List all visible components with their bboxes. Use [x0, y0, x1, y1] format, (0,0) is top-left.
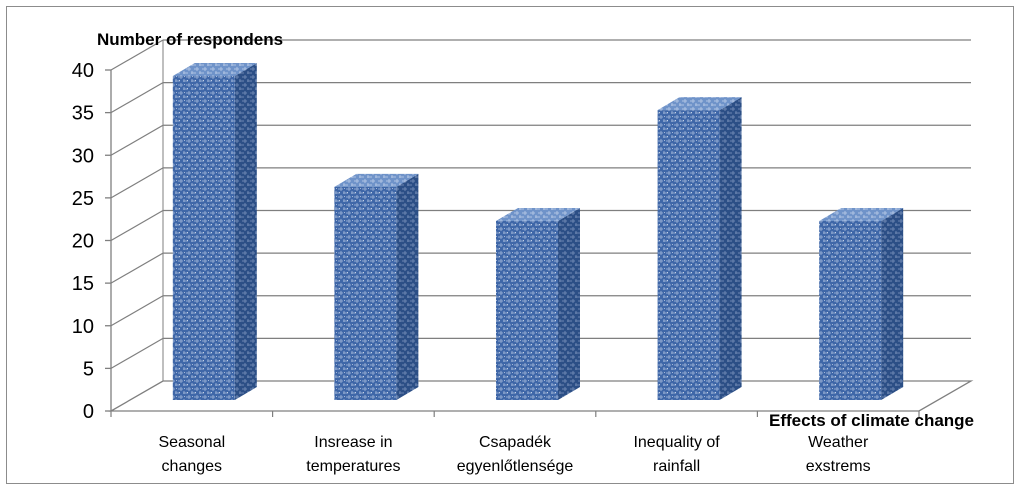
x-axis-title: Effects of climate change — [769, 411, 974, 430]
bar-side — [234, 63, 257, 401]
bar-front — [657, 110, 720, 401]
y-tick-label: 25 — [72, 188, 94, 210]
bar-front — [819, 220, 882, 400]
bar-top — [172, 63, 257, 77]
gridline-side — [110, 167, 164, 199]
gridline-side — [110, 124, 164, 156]
bar-side — [881, 207, 904, 400]
gridline-side — [110, 39, 164, 71]
y-tick-label: 0 — [83, 401, 94, 423]
bar-top — [334, 173, 419, 187]
y-tick-label: 15 — [72, 273, 94, 295]
x-tick-label: changes — [162, 458, 223, 475]
x-tick-label: Inequality of — [633, 434, 720, 451]
y-tick-label: 30 — [72, 145, 94, 167]
y-tick-label: 10 — [72, 316, 94, 338]
y-tick-label: 5 — [83, 358, 94, 380]
bar-front — [496, 220, 558, 400]
bar — [496, 207, 580, 400]
chart-floor — [108, 380, 974, 412]
bar-front — [334, 186, 397, 400]
bar-front — [172, 76, 235, 401]
bar — [172, 63, 257, 401]
x-tick-label: exstrems — [806, 458, 871, 475]
bar-side — [719, 97, 742, 401]
bar-side — [396, 173, 419, 400]
bar-top — [657, 97, 742, 111]
bars — [172, 63, 904, 401]
chart-frame: 0 5 10 15 20 25 30 35 40 Seasonal changes Insrease … — [6, 6, 1014, 484]
gridline-side — [110, 252, 164, 284]
bar-top — [496, 207, 580, 221]
gridline-side — [110, 295, 164, 327]
bar-chart: 0 5 10 15 20 25 30 35 40 Seasonal changes Insrease … — [72, 30, 974, 475]
x-tick-label: Seasonal — [158, 434, 225, 451]
gridline-side — [110, 82, 164, 114]
bar — [334, 173, 419, 400]
x-tick-label: Insrease in — [314, 434, 392, 451]
axes — [105, 69, 920, 417]
gridline-side — [110, 209, 164, 242]
bar — [819, 207, 904, 400]
y-axis-title: Number of respondens — [97, 30, 283, 49]
bar — [657, 97, 742, 401]
x-tick-label: Weather — [808, 434, 869, 451]
x-tick-label: egyenlőtlensége — [457, 458, 574, 475]
x-tick-label: temperatures — [306, 458, 400, 475]
x-tick-label: Csapadék — [479, 434, 552, 451]
labels: 0 5 10 15 20 25 30 35 40 Seasonal changes Insrease … — [72, 60, 871, 475]
x-tick-label: rainfall — [653, 458, 700, 475]
y-tick-label: 20 — [72, 231, 94, 253]
y-tick-label: 35 — [72, 103, 94, 125]
bar-side — [558, 207, 580, 400]
gridline-side — [110, 337, 164, 369]
y-tick-label: 40 — [72, 60, 94, 82]
bar-top — [819, 207, 904, 221]
